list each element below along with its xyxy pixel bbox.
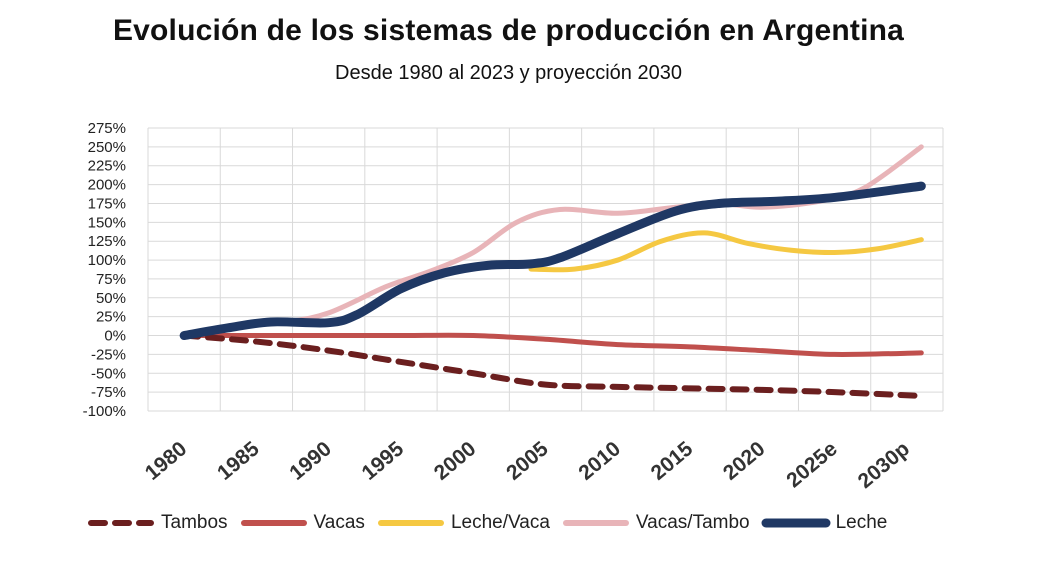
series-line-tambos (181, 332, 925, 399)
x-tick-label: 2005 (502, 437, 553, 485)
series-line-vacas (181, 332, 924, 357)
line-chart: 275% 250% 225% 200%175% 150% 125% 100% 75% 50% 25… (83, 120, 944, 493)
legend-swatch (377, 520, 444, 526)
legend-item: Leche/Vaca (375, 512, 550, 534)
x-tick-label: 2020 (719, 437, 770, 485)
x-tick-label: 2030p (854, 437, 914, 493)
y-tick-label: 150% (88, 214, 126, 231)
y-tick-label: 175% (88, 195, 126, 212)
x-tick-label: 2010 (574, 437, 625, 485)
y-tick-label: -50% (91, 365, 126, 382)
x-tick-label: 2000 (430, 437, 481, 485)
legend-label: Leche/Vaca (450, 512, 550, 533)
x-tick-label: 2025e (782, 437, 842, 492)
x-tick-label: 1995 (358, 437, 409, 485)
x-tick-label: 1985 (213, 437, 264, 485)
y-tick-label: 200% (88, 177, 126, 194)
y-tick-label: 225% (88, 158, 126, 175)
legend-swatch (562, 520, 629, 526)
legend-label: Leche (835, 512, 888, 533)
y-tick-label: 100% (88, 252, 126, 269)
y-tick-label: -100% (83, 403, 126, 420)
legend-swatch (761, 518, 831, 528)
y-tick-label: 275% (88, 120, 126, 137)
legend-item: Tambos (85, 512, 228, 534)
x-tick-label: 2015 (647, 437, 698, 485)
y-tick-label: -25% (91, 346, 126, 363)
legend-label: Tambos (161, 512, 228, 533)
y-tick-label: 125% (88, 233, 126, 250)
y-tick-label: -75% (91, 384, 126, 401)
legend-item: Vacas (238, 512, 365, 534)
y-tick-label: 0% (104, 328, 126, 345)
legend-label: Vacas/Tambo (635, 512, 750, 533)
legend-item: Vacas/Tambo (560, 512, 750, 534)
legend-item: Leche (760, 512, 888, 534)
legend-label: Vacas (313, 512, 365, 533)
y-tick-label: 50% (96, 290, 126, 307)
y-tick-label: 25% (96, 309, 126, 326)
series-line-leche (179, 181, 926, 341)
series-line-leche-vaca (528, 230, 924, 273)
x-tick-label: 1990 (285, 437, 336, 485)
chart-title: Evolución de los sistemas de producción … (112, 14, 905, 47)
legend-swatch (88, 520, 154, 526)
y-tick-label: 250% (88, 139, 126, 156)
legend-swatch (240, 520, 307, 526)
y-tick-label: 75% (96, 271, 126, 288)
chart-legend: Tambos Vacas Leche/Vaca Vacas/Tambo Leche (85, 508, 897, 538)
chart-subtitle: Desde 1980 al 2023 y proyección 2030 (335, 62, 682, 84)
x-tick-label: 1980 (141, 437, 192, 485)
